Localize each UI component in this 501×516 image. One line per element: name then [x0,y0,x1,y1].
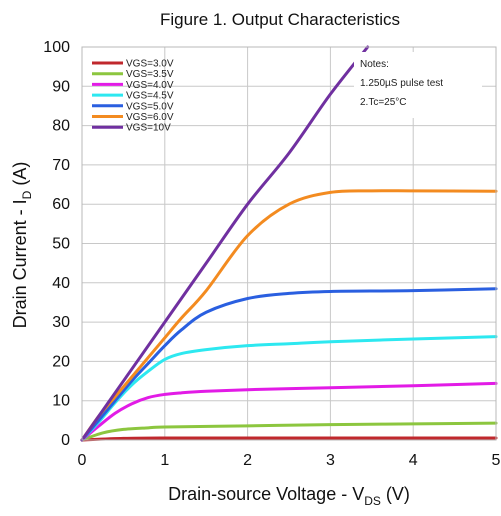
legend-label-vgs-4-5v: VGS=4.5V [126,91,174,102]
y-tick-label: 20 [52,353,70,370]
y-axis-label: Drain Current - ID (A) [10,162,34,329]
y-axis-label-unit: (A) [10,162,30,191]
notes-box: Notes: 1.250µS pulse test 2.Tc=25°C [354,52,482,118]
x-tick-label: 1 [160,452,169,469]
legend: VGS=3.0VVGS=3.5VVGS=4.0VVGS=4.5VVGS=5.0V… [92,59,174,134]
legend-label-vgs-3-0v: VGS=3.0V [126,59,174,70]
x-axis-label-main: Drain-source Voltage - V [168,484,364,504]
x-axis-label-subscript: DS [364,494,381,508]
x-tick-label: 0 [78,452,87,469]
notes-background [354,52,482,118]
series-line-vgs-5-0v [80,287,498,442]
y-tick-label: 40 [52,275,70,292]
y-tick-label: 50 [52,236,70,253]
series-line-vgs-4-0v [80,381,498,442]
y-tick-label: 30 [52,314,70,331]
note-line: 1.250µS pulse test [360,78,443,89]
y-tick-label: 80 [52,118,70,135]
note-line: 2.Tc=25°C [360,97,407,108]
series-line-vgs-3-5v [80,421,498,442]
y-tick-label: 100 [43,39,70,56]
x-tick-label: 3 [326,452,335,469]
data-series [80,45,498,442]
axis-ticks: 0 10 20 30 40 50 60 70 80 90 100 0 1 2 3 4 5 [43,39,500,469]
legend-label-vgs-4-0v: VGS=4.0V [126,80,174,91]
y-tick-label: 0 [61,432,70,449]
note-line: Notes: [360,59,389,70]
legend-label-vgs-10v: VGS=10V [126,123,171,134]
y-tick-label: 70 [52,157,70,174]
series-line-vgs-3-0v [80,436,498,442]
legend-label-vgs-3-5v: VGS=3.5V [126,69,174,80]
x-tick-label: 2 [243,452,252,469]
series-line-vgs-10v [80,45,370,442]
y-axis-label-subscript: D [20,190,34,199]
legend-label-vgs-6-0v: VGS=6.0V [126,112,174,123]
chart-title: Figure 1. Output Characteristics [160,10,400,29]
series-line-vgs-6-0v [80,189,498,442]
x-axis-label-unit: (V) [381,484,410,504]
y-axis-label-main: Drain Current - I [10,199,30,328]
legend-label-vgs-5-0v: VGS=5.0V [126,101,174,112]
y-tick-label: 60 [52,196,70,213]
plot-frame [81,46,497,441]
x-tick-label: 5 [492,452,501,469]
x-axis-label: Drain-source Voltage - VDS (V) [168,484,410,508]
x-tick-label: 4 [409,452,418,469]
y-tick-label: 90 [52,78,70,95]
y-tick-label: 10 [52,393,70,410]
